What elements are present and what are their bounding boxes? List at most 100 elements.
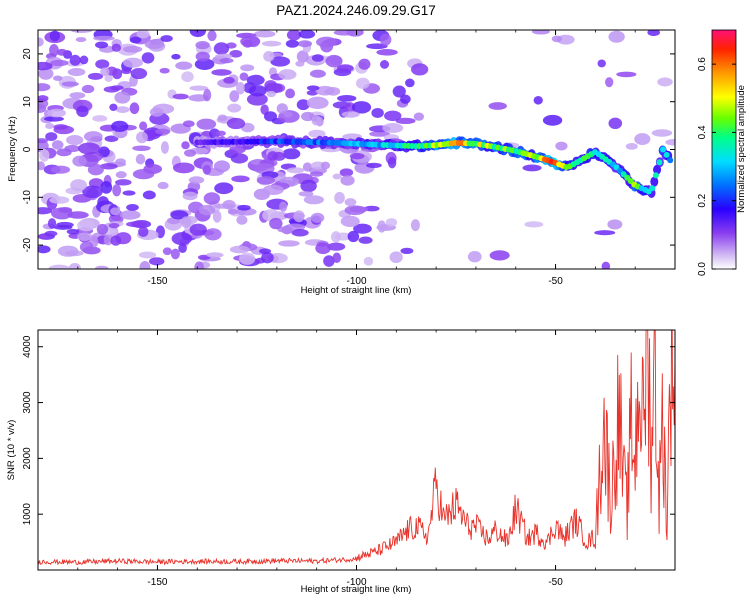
noise-blob	[395, 117, 416, 125]
noise-blob	[132, 168, 155, 180]
noise-blob	[298, 191, 314, 197]
noise-blob	[349, 206, 369, 213]
noise-blob	[110, 235, 122, 246]
noise-blob	[400, 94, 411, 104]
noise-blob	[136, 30, 150, 39]
noise-blob	[337, 94, 357, 102]
noise-blob	[605, 77, 614, 88]
noise-blob	[334, 191, 345, 204]
noise-blob	[261, 40, 282, 47]
ridge-halo	[650, 176, 659, 187]
noise-blob	[283, 111, 293, 118]
noise-blob	[261, 251, 274, 264]
noise-blob	[211, 69, 232, 76]
noise-blob	[379, 33, 392, 46]
noise-blob	[206, 252, 224, 258]
noise-blob	[203, 192, 221, 205]
noise-blob	[226, 117, 246, 130]
noise-blob	[282, 148, 301, 160]
noise-blob	[227, 103, 242, 113]
noise-blob	[129, 36, 142, 44]
noise-blob	[217, 114, 228, 122]
noise-blob	[306, 90, 319, 96]
noise-blob	[276, 103, 288, 114]
noise-blob	[104, 74, 113, 82]
noise-blob	[300, 179, 317, 193]
colorbar-tick-label: 0.2	[697, 193, 708, 207]
noise-blob	[293, 210, 305, 223]
noise-blob	[366, 43, 388, 50]
noise-blob	[260, 104, 269, 115]
noise-blob	[57, 245, 79, 257]
spectrogram-signal-ridge	[193, 134, 674, 198]
noise-blob	[358, 58, 371, 70]
noise-blob	[231, 175, 250, 183]
noise-blob	[209, 128, 220, 139]
noise-blob	[306, 85, 320, 91]
noise-blob	[38, 67, 54, 80]
noise-blob	[83, 131, 103, 142]
noise-blob	[77, 219, 96, 232]
noise-blob	[43, 116, 65, 122]
noise-blob	[384, 110, 402, 122]
colorbar-label: Normalized spectral amplitude	[736, 85, 747, 213]
noise-blob	[38, 37, 44, 47]
noise-blob	[135, 153, 146, 165]
noise-blob	[382, 122, 404, 133]
spectrogram-y-label: Frequency (Hz)	[7, 116, 18, 181]
noise-blob	[79, 55, 89, 65]
colorbar-gradient	[711, 29, 737, 270]
noise-blob	[92, 115, 108, 122]
noise-blob	[607, 219, 623, 230]
noise-blob	[285, 88, 296, 99]
snr-x-ticks: -150 -100 -50	[37, 330, 676, 588]
x-tick-label: -150	[147, 276, 167, 287]
noise-blob	[108, 223, 120, 229]
noise-blob	[363, 256, 374, 266]
noise-blob	[160, 35, 173, 42]
noise-blob	[400, 247, 414, 255]
noise-blob	[125, 221, 148, 228]
noise-blob	[38, 95, 49, 102]
noise-blob	[78, 142, 101, 155]
noise-blob	[267, 151, 278, 161]
noise-blob	[207, 30, 217, 42]
noise-blob	[608, 30, 625, 43]
noise-blob	[385, 218, 398, 227]
ridge-core	[652, 172, 659, 179]
noise-blob	[171, 53, 181, 60]
noise-blob	[194, 58, 215, 70]
figure-title: PAZ1.2024.246.09.29.G17	[276, 3, 436, 18]
noise-blob	[263, 51, 275, 62]
noise-blob	[87, 163, 104, 176]
noise-blob	[542, 114, 563, 126]
noise-blob	[647, 30, 660, 37]
noise-blob	[44, 230, 58, 237]
noise-blob	[172, 93, 189, 100]
noise-blob	[213, 160, 231, 173]
noise-blob	[136, 131, 148, 144]
noise-blob	[339, 168, 354, 177]
noise-blob	[349, 152, 365, 160]
noise-blob	[340, 215, 360, 227]
noise-blob	[347, 230, 360, 243]
noise-blob	[132, 145, 151, 152]
y-tick-label: 1000	[22, 503, 33, 526]
noise-blob	[309, 171, 324, 177]
y-tick-label: 20	[22, 48, 33, 60]
noise-blob	[332, 173, 342, 180]
noise-blob	[115, 106, 130, 113]
noise-blob	[323, 255, 335, 267]
noise-blob	[286, 30, 302, 41]
y-tick-label: -20	[22, 237, 33, 252]
noise-blob	[278, 240, 300, 247]
noise-blob	[202, 164, 212, 175]
noise-blob	[239, 72, 249, 81]
noise-blob	[219, 57, 234, 64]
noise-blob	[38, 138, 49, 144]
noise-blob	[70, 30, 93, 33]
noise-blob	[237, 204, 251, 211]
noise-blob	[82, 185, 103, 199]
noise-blob	[49, 30, 60, 42]
noise-blob	[340, 175, 355, 186]
